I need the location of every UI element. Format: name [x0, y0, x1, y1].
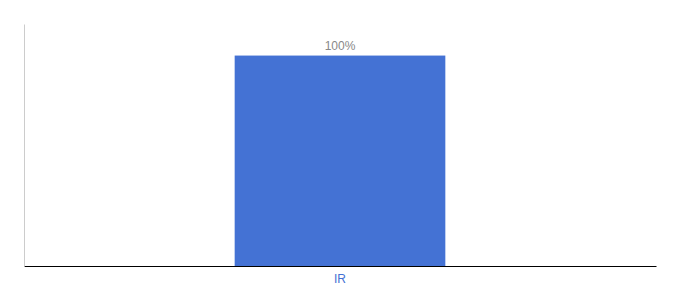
- bar: [235, 56, 446, 266]
- x-tick-label: IR: [334, 272, 346, 286]
- chart: 100% IR: [0, 0, 680, 300]
- data-label: 100%: [325, 39, 356, 53]
- y-axis: [24, 25, 25, 267]
- plot-area: 100% IR: [25, 25, 657, 287]
- x-tick: IR: [334, 266, 346, 286]
- x-axis-line: [25, 266, 657, 267]
- y-axis-line: [24, 25, 25, 267]
- x-axis: IR: [25, 266, 657, 286]
- bars: [235, 56, 446, 266]
- data-labels: 100%: [325, 39, 356, 53]
